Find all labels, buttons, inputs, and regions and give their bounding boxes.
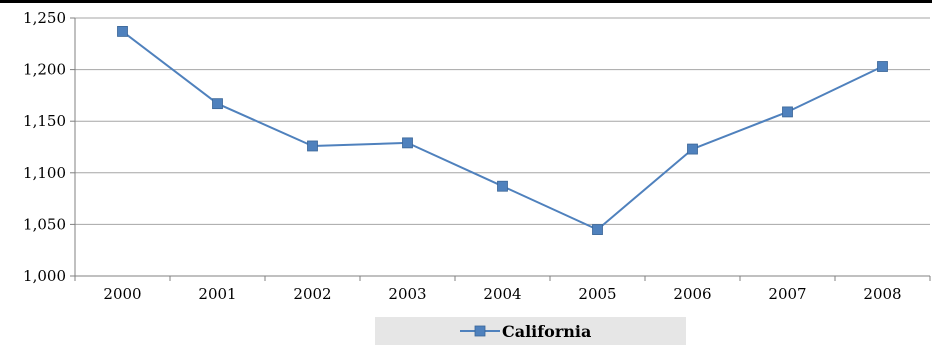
x-tick-label: 2003 xyxy=(388,285,426,303)
y-axis-ticks: 1,000 1,050 1,100 1,150 1,200 1,250 xyxy=(23,9,75,285)
data-point-marker xyxy=(782,106,793,118)
y-tick-label: 1,000 xyxy=(23,267,66,285)
y-tick-label: 1,050 xyxy=(23,215,66,233)
legend-label: California xyxy=(502,322,591,341)
x-tick-label: 2005 xyxy=(578,285,616,303)
legend-marker-swatch xyxy=(474,325,486,337)
y-tick-label: 1,100 xyxy=(23,164,66,182)
legend-background xyxy=(375,317,686,345)
data-point-marker xyxy=(307,140,318,152)
series-layer xyxy=(117,26,888,235)
y-tick-label: 1,200 xyxy=(23,61,66,79)
x-tick-label: 2000 xyxy=(103,285,141,303)
x-tick-label: 2001 xyxy=(198,285,236,303)
data-point-marker xyxy=(592,224,603,235)
data-point-marker xyxy=(117,26,128,37)
x-axis-ticks: 2000 2001 2002 2003 2004 2005 2006 2007 2008 xyxy=(74,276,931,303)
x-tick-label: 2004 xyxy=(483,285,521,303)
x-tick-label: 2006 xyxy=(673,285,711,303)
gridlines xyxy=(75,17,930,225)
x-tick-label: 2007 xyxy=(768,285,806,303)
x-tick-label: 2008 xyxy=(863,285,901,303)
top-border-rule xyxy=(0,0,932,3)
y-tick-label: 1,150 xyxy=(23,112,66,130)
data-point-marker xyxy=(877,61,888,72)
x-tick-label: 2002 xyxy=(293,285,331,303)
data-point-marker xyxy=(687,143,698,155)
data-point-marker xyxy=(212,98,223,110)
series-line-california xyxy=(121,30,883,231)
y-tick-label: 1,250 xyxy=(23,9,66,27)
data-point-marker xyxy=(497,180,508,192)
legend: California xyxy=(460,322,591,341)
data-point-marker xyxy=(402,137,413,149)
axes xyxy=(74,18,930,277)
